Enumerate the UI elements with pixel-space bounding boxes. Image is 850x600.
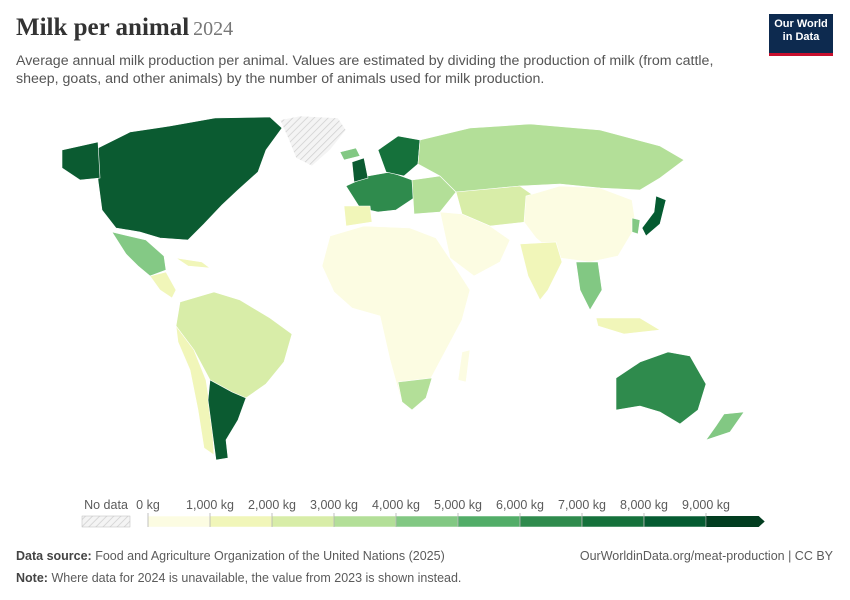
south-africa [397,377,433,411]
legend-tick-label: 6,000 kg [496,498,544,512]
legend-bin [333,515,397,528]
legend-label: No data [84,498,128,512]
legend-bin [706,516,765,527]
mexico [111,231,167,277]
no-data-swatch [81,515,131,528]
southeast-asia [575,261,603,311]
legend-bin [209,515,273,528]
central-america [149,271,177,299]
madagascar [457,349,471,383]
russia [417,123,685,193]
africa [321,225,471,397]
legend-bin [395,515,459,528]
middle-east [439,211,511,277]
alaska [61,141,101,181]
countries [61,115,745,461]
legend-bin [519,515,583,528]
legend-tick-label: 8,000 kg [620,498,668,512]
korea [631,217,641,235]
legend-tick-label: 1,000 kg [186,498,234,512]
greenland [279,115,347,167]
legend-tick-label: 3,000 kg [310,498,358,512]
iceland [339,147,361,161]
source-text: Food and Agriculture Organization of the… [95,549,445,563]
scandinavia [377,135,421,177]
andes [175,324,215,456]
chart-year: 2024 [193,18,234,40]
new-zealand [705,411,745,441]
legend-bin [271,515,335,528]
australia [615,351,707,425]
legend-tick-label: 0 kg [136,498,160,512]
iberia [343,205,373,227]
logo[interactable]: Our World in Data [769,14,833,56]
europe-east [411,175,457,215]
legend: No data 0 kg 1,000 kg 2,000 kg 3,000 kg 4,00… [81,498,765,528]
source: Data source: Food and Agriculture Organi… [16,549,445,563]
chart-title: Milk per animal [16,14,190,41]
note-text: Where data for 2024 is unavailable, the … [51,571,462,585]
legend-bin [147,515,211,528]
note: Note: Where data for 2024 is unavailable… [16,571,461,585]
indonesia [595,317,661,335]
logo-line: in Data [782,31,820,43]
north-america [97,116,283,241]
legend-tick-label: 5,000 kg [434,498,482,512]
uk [351,157,369,183]
legend-bin [643,515,707,528]
legend-tick-label: 7,000 kg [558,498,606,512]
caribbean [175,257,212,269]
legend-bin [457,515,521,528]
japan [641,195,667,237]
title-block: Milk per animal 2024 [16,14,233,42]
legend-tick-label: 9,000 kg [682,498,730,512]
legend-bin [581,515,645,528]
legend-tick-label: 2,000 kg [248,498,296,512]
note-label: Note: [16,571,48,585]
legend-tick-label: 4,000 kg [372,498,420,512]
argentina [207,379,247,461]
logo-line: Our World [774,18,828,30]
url[interactable]: OurWorldinData.org/meat-production | CC … [579,549,833,563]
subtitle: Average annual milk production per anima… [16,53,714,87]
india [519,241,563,301]
source-label: Data source: [16,549,92,563]
